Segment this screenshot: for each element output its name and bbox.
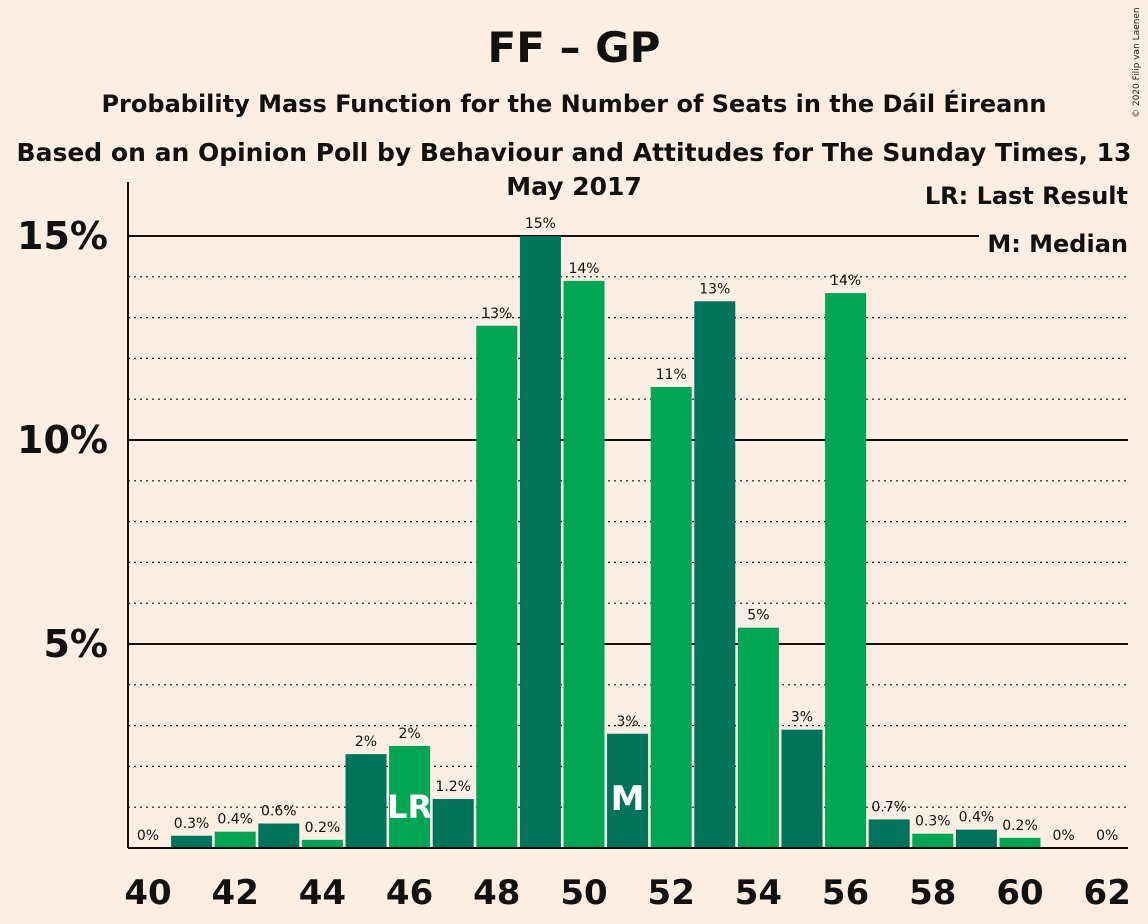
bar-label-seat-53: 13%	[699, 281, 730, 297]
bar-label-seat-46: 2%	[398, 726, 420, 742]
bar-label-seat-40: 0%	[137, 828, 159, 844]
bar-label-seat-55: 3%	[791, 710, 813, 726]
bar-seat-57	[868, 819, 910, 848]
bar-label-seat-54: 5%	[747, 608, 769, 624]
bar-seat-46	[389, 746, 431, 848]
bar-label-seat-52: 11%	[656, 367, 687, 383]
bar-label-seat-44: 0.2%	[305, 820, 341, 836]
chart-source-line: Based on an Opinion Poll by Behaviour an…	[16, 138, 1132, 201]
bar-label-seat-48: 13%	[481, 306, 512, 322]
bar-seat-55	[781, 729, 823, 848]
axes	[127, 182, 1128, 849]
x-tick-label: 56	[822, 873, 869, 913]
bar-label-seat-62: 0%	[1096, 828, 1118, 844]
x-tick-label: 62	[1084, 873, 1131, 913]
x-tick-label: 52	[648, 873, 695, 913]
y-tick-label: 10%	[17, 418, 108, 462]
y-tick-label: 5%	[43, 622, 108, 666]
chart-title: FF – GP	[487, 23, 661, 72]
bar-label-seat-47: 1.2%	[435, 779, 471, 795]
bar-seat-54	[737, 627, 779, 848]
bar-label-seat-49: 15%	[525, 216, 556, 232]
bar-label-seat-57: 0.7%	[871, 799, 907, 815]
bar-label-seat-60: 0.2%	[1002, 818, 1038, 834]
bar-label-group: 0% 0.3% 0.4% 0.6% 0.2% 2% 2% 1.2% 13% 15% 14% 3% 11%…	[137, 216, 1118, 844]
bar-seat-43	[258, 823, 300, 848]
bar-label-seat-41: 0.3%	[174, 816, 210, 832]
bar-seat-60	[999, 837, 1041, 848]
bar-seat-47	[432, 799, 474, 848]
bar-seat-49	[519, 236, 561, 848]
x-tick-label: 60	[996, 873, 1043, 913]
x-tick-label: 58	[909, 873, 956, 913]
bar-label-seat-61: 0%	[1052, 828, 1074, 844]
x-tick-label: 44	[299, 873, 346, 913]
bar-seat-41	[171, 835, 213, 848]
x-tick-label: 40	[124, 873, 171, 913]
chart-subtitle: Probability Mass Function for the Number…	[101, 90, 1047, 118]
bar-group	[171, 236, 1041, 848]
bar-label-seat-51: 3%	[616, 714, 638, 730]
bar-label-seat-50: 14%	[568, 261, 599, 277]
bar-seat-48	[476, 325, 518, 848]
x-tick-label: 54	[735, 873, 782, 913]
bar-label-seat-43: 0.6%	[261, 804, 297, 820]
bar-seat-42	[214, 831, 256, 848]
bar-label-seat-42: 0.4%	[217, 812, 253, 828]
bar-seat-58	[912, 833, 954, 848]
bar-seat-51	[607, 733, 649, 848]
x-tick-labels: 40 42 44 46 48 50 52 54 56 58 60 62	[124, 873, 1131, 913]
bar-label-seat-59: 0.4%	[959, 810, 995, 826]
y-tick-label: 15%	[17, 214, 108, 258]
legend-last-result: LR: Last Result	[916, 182, 1128, 210]
bar-label-seat-56: 14%	[830, 273, 861, 289]
x-tick-label: 50	[560, 873, 607, 913]
x-tick-label: 46	[386, 873, 433, 913]
bar-seat-59	[955, 829, 997, 848]
bar-label-seat-45: 2%	[355, 734, 377, 750]
bar-label-seat-58: 0.3%	[915, 814, 951, 830]
median-marker: M	[611, 779, 645, 819]
bar-seat-56	[825, 293, 867, 848]
bar-seat-44	[301, 839, 343, 848]
legend-median: M: Median	[979, 230, 1128, 258]
bar-seat-50	[563, 280, 605, 848]
bar-seat-45	[345, 754, 387, 848]
bar-seat-53	[694, 301, 736, 848]
bar-seat-52	[650, 386, 692, 848]
x-tick-label: 48	[473, 873, 520, 913]
marker-group: LR M	[387, 779, 644, 826]
last-result-marker: LR	[387, 788, 432, 826]
x-tick-label: 42	[212, 873, 259, 913]
y-tick-labels: 5% 10% 15%	[17, 214, 108, 666]
